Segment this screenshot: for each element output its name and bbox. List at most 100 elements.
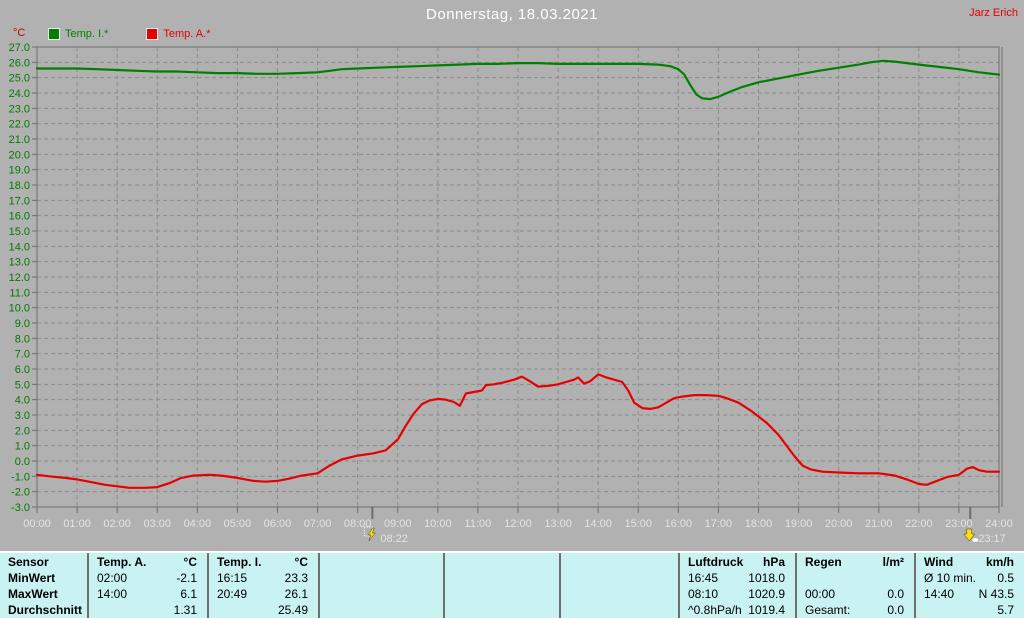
down-arrow-moon-icon bbox=[963, 528, 976, 542]
y-tick-label: 20.0 bbox=[9, 149, 30, 161]
cell-value: 1.31 bbox=[173, 603, 197, 617]
y-tick-label: 25.0 bbox=[9, 73, 30, 85]
table-cell-luftdruck-maxwert: 08:10 1020.9 bbox=[680, 586, 795, 602]
table-cell-wind-minwert: Ø 10 min. 0.5 bbox=[916, 570, 1024, 586]
y-tick-label: 0.0 bbox=[15, 456, 30, 468]
y-tick-label: 15.0 bbox=[9, 226, 30, 238]
y-tick-label: 18.0 bbox=[9, 180, 30, 192]
table-cell-luftdruck-minwert: 16:45 1018.0 bbox=[680, 570, 795, 586]
column-name: Temp. I. bbox=[217, 554, 262, 569]
y-tick-label: 27.0 bbox=[9, 42, 30, 54]
column-header-empty-4 bbox=[561, 553, 678, 570]
temp-a-swatch-icon bbox=[146, 28, 159, 40]
x-tick-label: 19:00 bbox=[785, 518, 813, 530]
cell-time: 16:45 bbox=[688, 571, 719, 585]
legend-item-temp-a: Temp. A.* bbox=[146, 28, 210, 40]
table-cell-wind-durchschnitt: 5.7 bbox=[916, 602, 1024, 618]
cell-value: N 43.5 bbox=[978, 587, 1014, 601]
table-cell-temp-a-maxwert: 14:00 6.1 bbox=[89, 586, 207, 602]
y-tick-label: -3.0 bbox=[11, 502, 30, 514]
table-cell-empty-3-maxwert bbox=[445, 586, 559, 602]
temperature-plot: -3.0 -2.0 -1.0 0.0 1.0 2.0 3.0 4.0 5.0 6.0 7.0 8.0 9… bbox=[9, 42, 1013, 545]
legend-label-temp-a: Temp. A.* bbox=[163, 28, 211, 40]
y-tick-label: 3.0 bbox=[15, 410, 30, 422]
table-cell-empty-3-minwert bbox=[445, 570, 559, 586]
y-tick-label: 12.0 bbox=[9, 272, 30, 284]
cell-value: 0.0 bbox=[887, 603, 904, 617]
table-column-luftdruck: Luftdruck hPa 16:45 1018.0 08:10 1020.9 ^0.8hP… bbox=[678, 553, 795, 618]
column-header-wind: Wind km/h bbox=[916, 553, 1024, 570]
x-tick-label: 00:00 bbox=[23, 518, 51, 530]
column-header-empty-2 bbox=[320, 553, 443, 570]
up-arrow-moon-icon bbox=[367, 527, 376, 542]
y-tick-label: 13.0 bbox=[9, 257, 30, 269]
column-name: Temp. A. bbox=[97, 554, 147, 569]
cell-time: 08:10 bbox=[688, 587, 719, 601]
table-column-empty-4 bbox=[559, 553, 678, 618]
table-cell-temp-a-durchschnitt: 1.31 bbox=[89, 602, 207, 618]
temp-a-line bbox=[35, 373, 1001, 489]
y-tick-label: 19.0 bbox=[9, 165, 30, 177]
column-name: Wind bbox=[924, 554, 954, 569]
cell-value: 1019.4 bbox=[748, 603, 785, 617]
table-column-empty-2 bbox=[318, 553, 443, 618]
table-cell-temp-i-minwert: 16:15 23.3 bbox=[209, 570, 318, 586]
cell-time: 16:15 bbox=[217, 571, 248, 585]
page-title: Donnerstag, 18.03.2021 bbox=[426, 6, 598, 23]
table-cell-empty-2-durchschnitt bbox=[320, 602, 443, 618]
column-header-temp-i: Temp. I. °C bbox=[209, 553, 318, 570]
cell-time: 00:00 bbox=[805, 587, 836, 601]
x-tick-label: 01:00 bbox=[63, 518, 91, 530]
table-cell-empty-3-durchschnitt bbox=[445, 602, 559, 618]
marker-time-label: 23:17 bbox=[978, 533, 1006, 545]
cell-value: 5.7 bbox=[997, 603, 1014, 617]
y-tick-label: 1.0 bbox=[15, 441, 30, 453]
x-tick-label: 20:00 bbox=[825, 518, 853, 530]
cell-time: Gesamt: bbox=[805, 603, 851, 617]
x-tick-label: 02:00 bbox=[103, 518, 131, 530]
x-tick-label: 11:00 bbox=[465, 518, 492, 530]
x-tick-label: 13:00 bbox=[544, 518, 572, 530]
column-unit: hPa bbox=[762, 554, 785, 569]
x-tick-label: 04:00 bbox=[184, 518, 212, 530]
y-tick-label: 14.0 bbox=[9, 241, 30, 253]
table-cell-empty-4-durchschnitt bbox=[561, 602, 678, 618]
x-tick-label: 12:00 bbox=[504, 518, 532, 530]
y-tick-label: 2.0 bbox=[15, 425, 30, 437]
y-tick-label: 21.0 bbox=[9, 134, 30, 146]
y-tick-label: 7.0 bbox=[15, 349, 30, 361]
y-tick-label: 5.0 bbox=[15, 379, 30, 391]
y-tick-label: 17.0 bbox=[9, 195, 30, 207]
cell-value: 6.1 bbox=[180, 587, 197, 601]
x-tick-label: 21:00 bbox=[865, 518, 893, 530]
table-cell-empty-4-minwert bbox=[561, 570, 678, 586]
y-axis-unit-label: °C bbox=[13, 27, 26, 39]
cell-time: 14:00 bbox=[97, 587, 128, 601]
legend-label-temp-i: Temp. I.* bbox=[65, 28, 109, 40]
legend-item-temp-i: Temp. I.* bbox=[48, 28, 108, 40]
x-tick-label: 16:00 bbox=[665, 518, 693, 530]
y-tick-label: 16.0 bbox=[9, 211, 30, 223]
temp-i-swatch-icon bbox=[48, 28, 60, 40]
table-column-empty-3 bbox=[443, 553, 559, 618]
row-label-minwert: MinWert bbox=[8, 571, 56, 585]
y-tick-label: 23.0 bbox=[9, 103, 30, 115]
cell-value: 1020.9 bbox=[748, 587, 785, 601]
y-tick-label: 24.0 bbox=[9, 88, 30, 100]
author-name: Jarz Erich bbox=[969, 7, 1018, 19]
x-tick-label: 14:00 bbox=[584, 518, 612, 530]
cell-time: 02:00 bbox=[97, 571, 128, 585]
plot-border bbox=[36, 46, 1000, 508]
x-tick-label: 18:00 bbox=[745, 518, 773, 530]
table-cell-empty-4-maxwert bbox=[561, 586, 678, 602]
y-tick-label: -1.0 bbox=[11, 471, 30, 483]
table-cell-temp-i-maxwert: 20:49 26.1 bbox=[209, 586, 318, 602]
table-cell-empty-2-minwert bbox=[320, 570, 443, 586]
table-column-regen: Regen l/m² 00:00 0.0 Gesamt: 0.0 bbox=[795, 553, 914, 618]
row-label-maxwert: MaxWert bbox=[8, 587, 58, 601]
cell-value: -2.1 bbox=[176, 571, 197, 585]
column-header-regen: Regen l/m² bbox=[797, 553, 914, 570]
stats-table: Sensor MinWert MaxWert Durchschnitt Temp. A.… bbox=[0, 551, 1024, 618]
table-cell-regen-maxwert: 00:00 0.0 bbox=[797, 586, 914, 602]
